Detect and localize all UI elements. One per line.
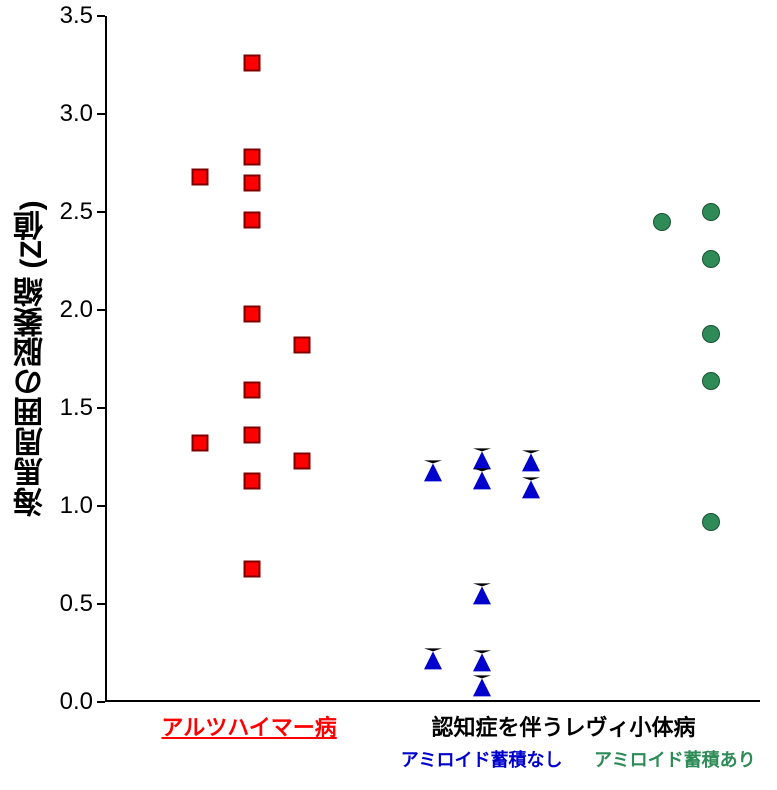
data-point-dlb-amyloid-pos: [702, 203, 720, 221]
data-point-dlb-amyloid-neg: [522, 450, 540, 471]
plot-area: [105, 16, 760, 702]
data-point-alzheimer: [244, 427, 261, 444]
data-point-alzheimer: [244, 472, 261, 489]
data-point-alzheimer: [293, 452, 310, 469]
data-point-alzheimer: [244, 149, 261, 166]
data-point-dlb-amyloid-neg: [473, 650, 491, 671]
data-point-alzheimer: [244, 174, 261, 191]
x-group-label: アルツハイマー病: [161, 710, 336, 742]
data-point-dlb-amyloid-neg: [424, 460, 442, 481]
y-tick-label: 1.0: [43, 492, 93, 520]
data-point-dlb-amyloid-neg: [473, 584, 491, 605]
y-tick-mark: [97, 309, 105, 311]
y-tick-label: 3.0: [43, 100, 93, 128]
data-point-dlb-amyloid-pos: [702, 325, 720, 343]
data-point-alzheimer: [244, 211, 261, 228]
data-point-alzheimer: [244, 382, 261, 399]
y-tick-mark: [97, 701, 105, 703]
data-point-dlb-amyloid-neg: [473, 468, 491, 489]
y-tick-mark: [97, 113, 105, 115]
y-tick-mark: [97, 505, 105, 507]
x-sub-label: アミロイド蓄積なし: [401, 746, 563, 772]
data-point-dlb-amyloid-neg: [473, 448, 491, 469]
data-point-dlb-amyloid-pos: [702, 513, 720, 531]
y-tick-label: 0.5: [43, 590, 93, 618]
data-point-dlb-amyloid-pos: [702, 372, 720, 390]
data-point-dlb-amyloid-neg: [522, 478, 540, 499]
data-point-dlb-amyloid-pos: [653, 213, 671, 231]
data-point-dlb-amyloid-neg: [424, 648, 442, 669]
x-group-label: 認知症を伴うレヴィ小体病: [431, 710, 695, 742]
y-tick-mark: [97, 211, 105, 213]
y-tick-label: 2.0: [43, 296, 93, 324]
y-tick-label: 0.0: [43, 688, 93, 716]
y-tick-mark: [97, 15, 105, 17]
data-point-alzheimer: [191, 435, 208, 452]
data-point-alzheimer: [244, 560, 261, 577]
data-point-alzheimer: [191, 168, 208, 185]
y-tick-label: 3.5: [43, 2, 93, 30]
data-point-alzheimer: [244, 305, 261, 322]
y-tick-label: 2.5: [43, 198, 93, 226]
x-sub-label: アミロイド蓄積あり: [594, 746, 756, 772]
y-tick-label: 1.5: [43, 394, 93, 422]
data-point-alzheimer: [244, 55, 261, 72]
data-point-dlb-amyloid-neg: [473, 676, 491, 697]
y-tick-mark: [97, 603, 105, 605]
data-point-alzheimer: [293, 337, 310, 354]
data-point-dlb-amyloid-pos: [702, 250, 720, 268]
y-tick-mark: [97, 407, 105, 409]
scatter-chart: 海馬周囲の脳萎縮 (Z値) 0.00.51.01.52.02.53.03.5アル…: [0, 0, 777, 790]
